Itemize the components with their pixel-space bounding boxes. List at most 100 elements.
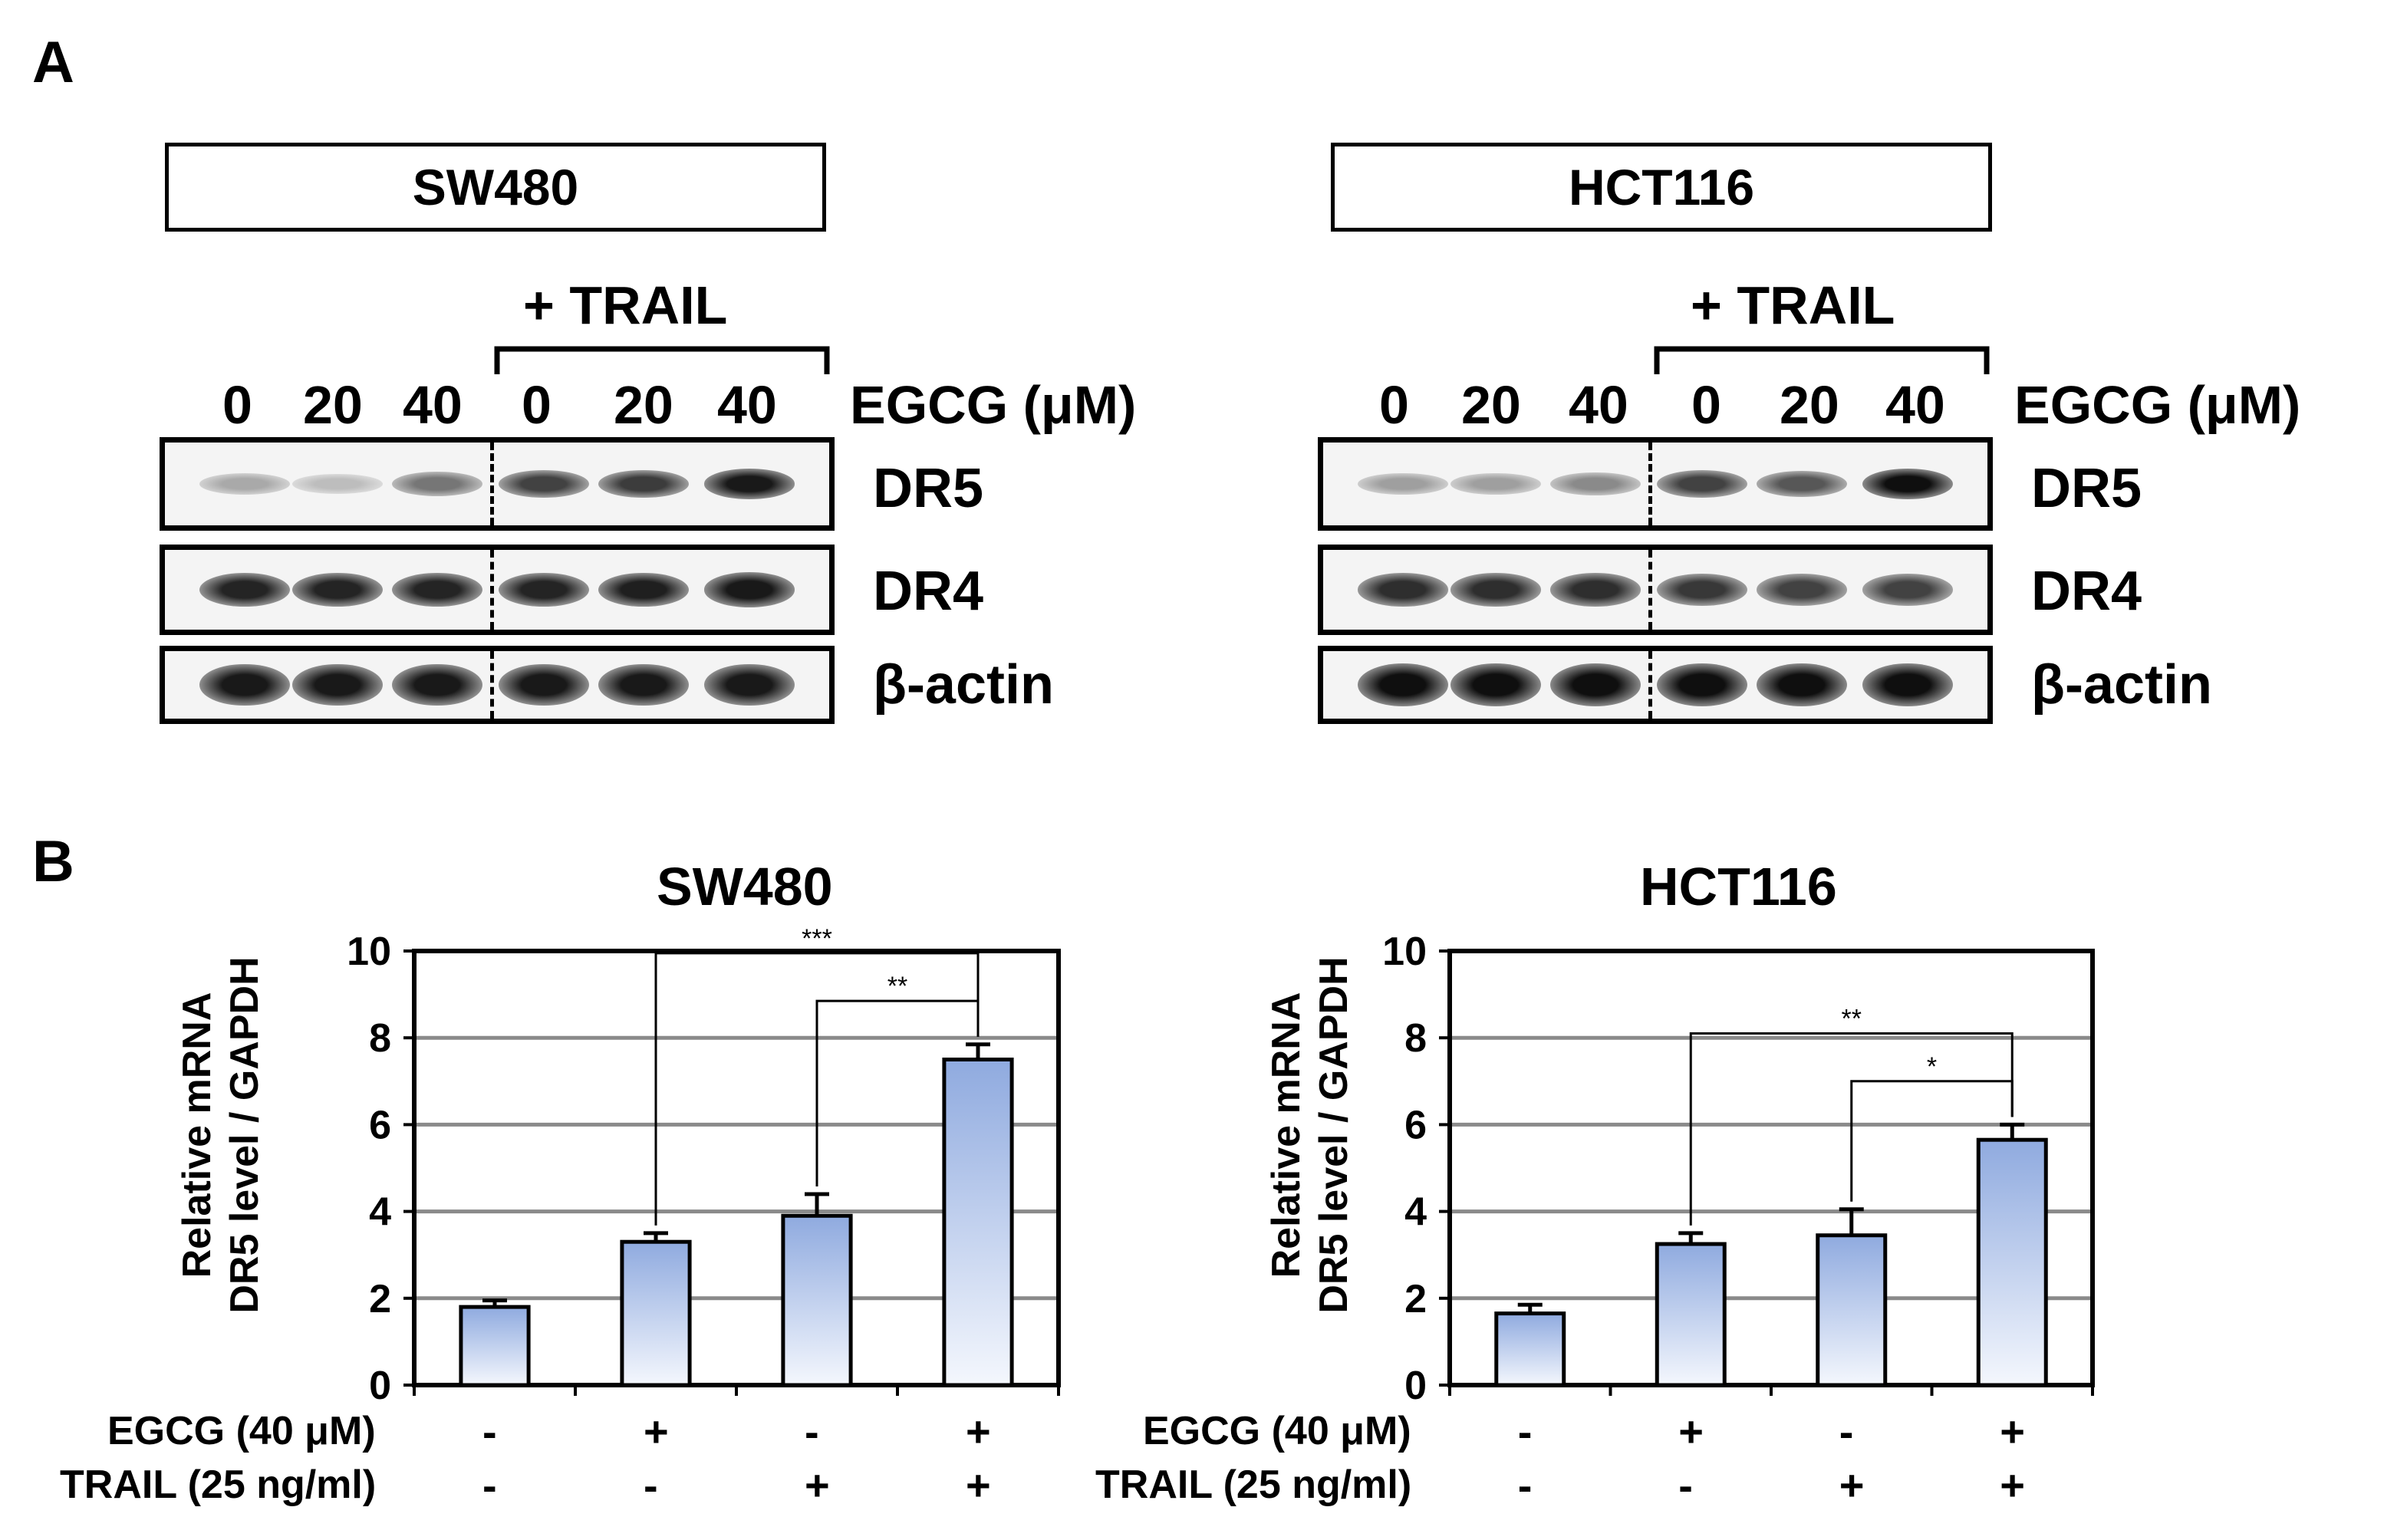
y-tick-label: 0 bbox=[369, 1364, 391, 1408]
lane-divider bbox=[490, 550, 495, 630]
y-tick-label: 4 bbox=[1404, 1190, 1427, 1235]
treatment-sign: + bbox=[1678, 1407, 1704, 1456]
y-tick-label: 6 bbox=[1404, 1103, 1427, 1147]
dose-label: 40 bbox=[403, 375, 463, 435]
blot-band bbox=[1862, 663, 1954, 706]
y-axis-label-line: Relative mRNA bbox=[175, 992, 219, 1278]
blot-label: DR4 bbox=[2031, 561, 2142, 622]
cell-line-box-sw480: SW480 bbox=[165, 143, 826, 232]
bar bbox=[1976, 1137, 2048, 1387]
blot-band bbox=[598, 469, 689, 499]
blot-band bbox=[1756, 574, 1847, 606]
blot-band bbox=[1656, 573, 1747, 607]
blot-band bbox=[292, 473, 384, 495]
blot-band bbox=[1357, 472, 1448, 495]
blot-band bbox=[1656, 470, 1747, 498]
blot-band bbox=[1656, 663, 1747, 706]
blot-band bbox=[498, 663, 589, 706]
y-tick-label: 10 bbox=[347, 930, 391, 974]
dose-label: 20 bbox=[303, 375, 363, 435]
significance-bracket bbox=[654, 952, 980, 1226]
blot-band bbox=[1756, 663, 1847, 706]
treatment-sign: - bbox=[1839, 1407, 1854, 1456]
blot-dr4 bbox=[1318, 545, 1993, 635]
significance-bracket bbox=[1850, 1080, 2014, 1202]
blot-band bbox=[1357, 663, 1448, 706]
bar bbox=[1494, 1311, 1566, 1387]
bar bbox=[620, 1239, 692, 1387]
dose-label: 40 bbox=[1569, 375, 1628, 435]
trail-label: + TRAIL bbox=[1691, 275, 1895, 335]
panel-a-label: A bbox=[32, 30, 74, 95]
blot-beta-actin bbox=[160, 646, 835, 724]
dose-label: 20 bbox=[1461, 375, 1521, 435]
blot-band bbox=[392, 663, 483, 706]
lane-divider bbox=[1648, 550, 1653, 630]
blot-band bbox=[1550, 663, 1641, 706]
cell-line-name: HCT116 bbox=[1568, 159, 1755, 216]
dose-unit-label: EGCG (μM) bbox=[850, 375, 1137, 435]
significance-label: * bbox=[1927, 1052, 1937, 1081]
dose-label: 0 bbox=[1691, 375, 1721, 435]
blot-band bbox=[1862, 574, 1954, 606]
treatment-sign: - bbox=[1517, 1461, 1533, 1509]
blot-label: DR4 bbox=[873, 561, 984, 622]
row-label-egcg: EGCG (40 μM) bbox=[1143, 1409, 1411, 1453]
blot-band bbox=[1756, 470, 1847, 498]
treatment-sign: + bbox=[2000, 1461, 2025, 1509]
treatment-sign: - bbox=[1678, 1461, 1693, 1509]
blot-band bbox=[1450, 472, 1542, 495]
blot-band bbox=[598, 663, 689, 706]
y-tick-label: 10 bbox=[1382, 930, 1427, 974]
lane-divider bbox=[1648, 443, 1653, 525]
bar bbox=[942, 1058, 1014, 1387]
significance-label: ** bbox=[887, 972, 907, 1001]
y-tick-label: 6 bbox=[369, 1103, 391, 1147]
y-tick-label: 4 bbox=[369, 1190, 391, 1235]
lane-divider bbox=[1648, 651, 1653, 719]
blot-band bbox=[392, 572, 483, 607]
blot-band bbox=[498, 470, 589, 498]
significance-label: ** bbox=[1842, 1005, 1862, 1034]
treatment-sign: + bbox=[1839, 1461, 1865, 1509]
y-tick-label: 0 bbox=[1404, 1364, 1427, 1408]
dose-label: 40 bbox=[1885, 375, 1945, 435]
dose-label: 20 bbox=[614, 375, 673, 435]
y-tick-label: 2 bbox=[369, 1277, 391, 1321]
blot-band bbox=[498, 572, 589, 607]
cell-line-box-hct116: HCT116 bbox=[1331, 143, 1992, 232]
blot-band bbox=[199, 663, 290, 706]
chart-title: SW480 bbox=[657, 857, 833, 916]
blot-band bbox=[292, 663, 384, 706]
blot-band bbox=[1357, 573, 1448, 607]
bar bbox=[781, 1213, 853, 1387]
blot-label: β-actin bbox=[873, 654, 1054, 716]
blot-band bbox=[199, 572, 290, 607]
bar bbox=[1655, 1242, 1727, 1387]
blot-band bbox=[598, 572, 689, 607]
blot-band bbox=[704, 469, 795, 499]
dose-unit-label: EGCG (μM) bbox=[2014, 375, 2301, 435]
treatment-sign: + bbox=[966, 1407, 991, 1456]
y-tick-label: 8 bbox=[1404, 1016, 1427, 1061]
blot-beta-actin bbox=[1318, 646, 1993, 724]
dose-label: 0 bbox=[522, 375, 552, 435]
bar bbox=[1816, 1233, 1888, 1387]
panel-b-label: B bbox=[32, 829, 74, 894]
treatment-sign: + bbox=[644, 1407, 669, 1456]
lane-divider bbox=[490, 443, 495, 525]
blot-band bbox=[199, 473, 290, 495]
significance-bracket bbox=[1689, 1032, 2014, 1226]
treatment-sign: - bbox=[482, 1407, 497, 1456]
treatment-sign: + bbox=[966, 1461, 991, 1509]
blot-band bbox=[1450, 573, 1542, 607]
y-axis-label-line: Relative mRNA bbox=[1264, 992, 1309, 1278]
cell-line-name: SW480 bbox=[412, 159, 579, 216]
blot-dr5 bbox=[160, 437, 835, 531]
blot-band bbox=[1550, 573, 1641, 607]
bar bbox=[459, 1305, 531, 1387]
dose-label: 40 bbox=[717, 375, 777, 435]
chart-title: HCT116 bbox=[1640, 857, 1837, 916]
